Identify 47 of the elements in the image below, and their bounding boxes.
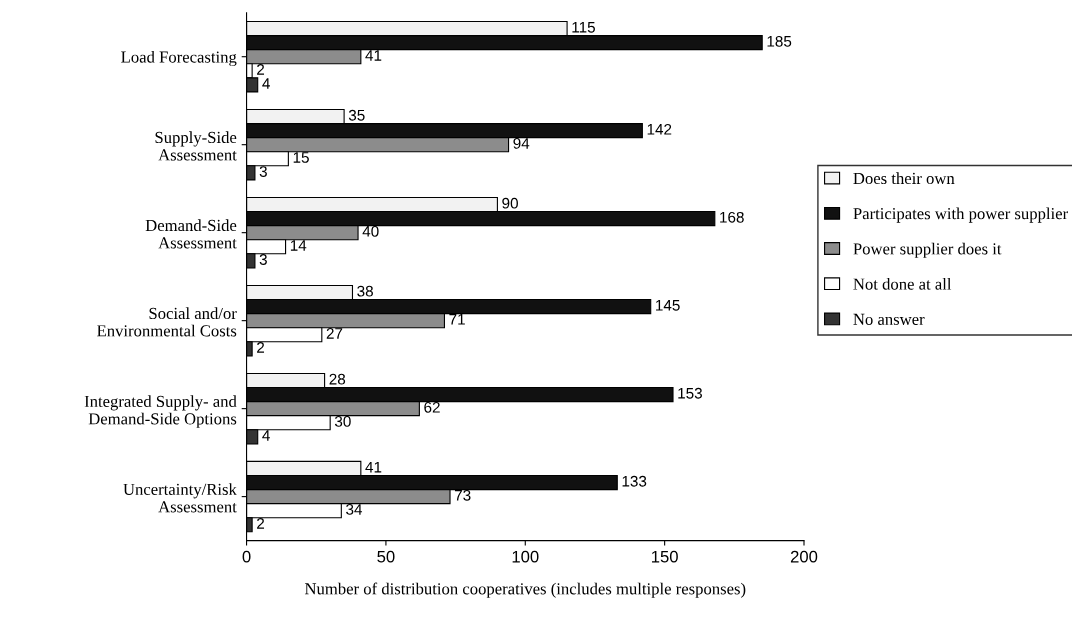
data-label: 41: [365, 50, 382, 61]
data-label: 2: [257, 342, 265, 353]
x-tick-label: 200: [790, 550, 818, 563]
data-label: 185: [767, 35, 792, 47]
data-label: 3: [259, 166, 267, 177]
y-tick-label: Integrated Supply- and Demand-Side Options: [84, 395, 237, 428]
data-label: 41: [365, 461, 382, 473]
data-label: 168: [720, 211, 744, 223]
data-label: 30: [334, 415, 351, 427]
x-tick-label: 150: [652, 550, 678, 563]
data-label: 40: [362, 225, 379, 237]
y-tick-label: Load Forecasting: [121, 50, 237, 67]
data-label: 133: [622, 475, 647, 487]
data-label: 145: [656, 300, 680, 311]
data-label: 35: [348, 109, 365, 121]
data-label: 2: [257, 64, 265, 75]
data-label: 27: [326, 328, 343, 339]
data-label: 90: [502, 197, 518, 209]
x-axis-title: Number of distribution cooperatives (includes multiple responses): [304, 582, 746, 598]
y-tick-label: Social and/or Environmental Costs: [97, 307, 237, 337]
data-label: 28: [329, 373, 346, 385]
data-label: 4: [262, 78, 270, 89]
data-label: 4: [262, 430, 270, 441]
data-label: 34: [346, 503, 363, 515]
y-tick-label: Demand-Side Assessment: [145, 219, 237, 249]
x-tick-label: 0: [242, 550, 251, 563]
data-label: 14: [290, 240, 307, 251]
data-label: 38: [357, 285, 373, 297]
y-tick-label: Supply-Side Assessment: [155, 131, 237, 161]
data-label: 15: [293, 152, 309, 163]
data-label: 3: [259, 254, 267, 265]
legend-label: No answer: [853, 313, 925, 325]
legend-label: Not done at all: [853, 277, 952, 290]
x-tick-label: 100: [512, 550, 539, 563]
data-label: 94: [513, 137, 530, 149]
data-label: 73: [454, 489, 471, 501]
legend-label: Power supplier does it: [853, 242, 1002, 258]
y-tick-label: Uncertainty/Risk Assessment: [123, 483, 237, 513]
data-label: 2: [257, 518, 265, 529]
legend-label: Participates with power supplier: [853, 207, 1068, 223]
data-label: 142: [647, 123, 672, 135]
data-label: 153: [678, 387, 702, 399]
data-label: 71: [449, 314, 465, 325]
x-tick-label: 50: [377, 550, 395, 563]
legend-label: Does their own: [853, 172, 955, 185]
data-label: 115: [572, 22, 595, 33]
data-label: 62: [424, 401, 440, 413]
